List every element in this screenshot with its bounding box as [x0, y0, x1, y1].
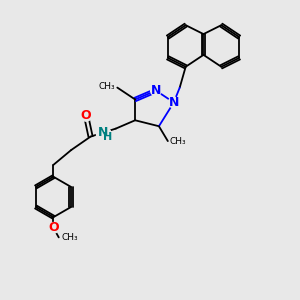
Text: N: N — [151, 84, 161, 97]
Circle shape — [81, 110, 92, 121]
Text: CH₃: CH₃ — [98, 82, 115, 91]
Text: CH₃: CH₃ — [61, 233, 78, 242]
Text: H: H — [103, 132, 113, 142]
Circle shape — [48, 223, 59, 233]
Text: N: N — [169, 96, 179, 109]
Text: O: O — [48, 221, 59, 234]
Circle shape — [168, 97, 179, 108]
Circle shape — [151, 85, 161, 96]
Circle shape — [97, 127, 111, 142]
Text: O: O — [81, 109, 92, 122]
Text: N: N — [98, 126, 109, 139]
Text: CH₃: CH₃ — [169, 137, 186, 146]
